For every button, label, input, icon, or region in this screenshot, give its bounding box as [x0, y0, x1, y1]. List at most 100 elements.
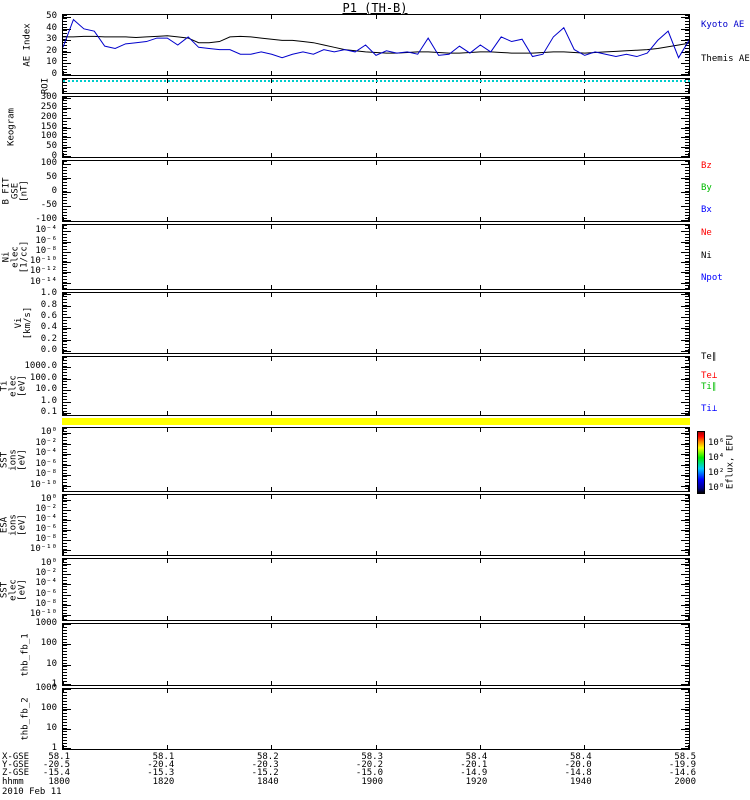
x-major-tick: [271, 97, 272, 101]
y-tick-label: 1.0: [40, 288, 57, 299]
y-major-tick: [681, 454, 689, 455]
y-tick-label: 1000: [35, 683, 57, 693]
spectrogram-strip: [62, 418, 690, 425]
panel-fb1: [62, 623, 690, 686]
ylabel-ti: Ti elec [eV]: [0, 375, 28, 397]
ylabel-fb1: thb_fb_1: [20, 632, 31, 677]
x-major-tick: [167, 487, 168, 491]
y-major-tick: [681, 156, 689, 157]
y-major-tick: [63, 729, 71, 730]
x-major-tick: [688, 495, 689, 499]
xaxis-value: 1840: [256, 777, 279, 787]
y-tick-label: 100: [40, 703, 57, 713]
y-major-tick: [681, 351, 689, 352]
x-major-tick: [688, 357, 689, 361]
y-major-tick: [63, 605, 71, 606]
y-major-tick: [63, 595, 71, 596]
y-major-tick: [681, 164, 689, 165]
page-title: P1 (TH-B): [342, 1, 408, 15]
y-major-tick: [681, 465, 689, 466]
y-major-tick: [63, 98, 71, 99]
y-major-tick: [63, 137, 71, 138]
x-major-tick: [688, 161, 689, 165]
y-major-tick: [681, 510, 689, 511]
panel-roi: [62, 78, 690, 94]
x-major-tick: [271, 428, 272, 432]
xaxis-value: 1940: [569, 777, 592, 787]
x-major-tick: [688, 97, 689, 101]
x-major-tick: [584, 89, 585, 93]
y-major-tick: [681, 402, 689, 403]
y-major-tick: [681, 367, 689, 368]
y-major-tick: [63, 486, 71, 487]
xaxis-date: 2010 Feb 11: [2, 787, 62, 797]
y-major-tick: [681, 231, 689, 232]
x-major-tick: [584, 97, 585, 101]
x-major-tick: [167, 357, 168, 361]
x-major-tick: [688, 616, 689, 620]
x-major-tick: [480, 97, 481, 101]
xaxis-value: -15.2: [251, 768, 279, 778]
y-major-tick: [63, 262, 71, 263]
y-major-tick: [63, 684, 71, 685]
y-major-tick: [681, 108, 689, 109]
y-major-tick: [63, 164, 71, 165]
x-major-tick: [688, 285, 689, 289]
y-tick-label: 50: [46, 141, 57, 152]
legend-kyoto-ae: Kyoto AE: [701, 20, 745, 31]
x-major-tick: [271, 217, 272, 221]
y-major-tick: [681, 605, 689, 606]
x-major-tick: [63, 89, 64, 93]
y-major-tick: [681, 390, 689, 391]
x-major-tick: [480, 15, 481, 19]
y-major-tick: [63, 709, 71, 710]
x-major-tick: [167, 349, 168, 353]
y-major-tick: [681, 272, 689, 273]
x-major-tick: [480, 428, 481, 432]
y-tick-label: 10⁻⁶: [35, 588, 57, 599]
xaxis-row-label-hhmm: hhmm: [2, 777, 24, 787]
legend-ti-: Ti⊥: [701, 403, 718, 414]
y-minor-ticks-left: [63, 559, 67, 620]
y-major-tick: [63, 40, 71, 41]
y-tick-label: 10⁻¹⁰: [29, 609, 57, 620]
x-major-tick: [480, 495, 481, 499]
x-major-tick: [167, 285, 168, 289]
y-tick-label: 10⁻¹⁰: [29, 256, 57, 267]
y-major-tick: [681, 294, 689, 295]
xaxis-value: -20.5: [42, 760, 70, 770]
y-major-tick: [681, 178, 689, 179]
xaxis-row-label-y-gse: Y-GSE: [2, 760, 30, 770]
y-tick-label: 10: [46, 57, 57, 68]
y-major-tick: [63, 206, 71, 207]
y-tick-label: 200: [40, 111, 57, 122]
legend-te-: Te⊥: [701, 370, 718, 381]
x-major-tick: [271, 616, 272, 620]
x-major-tick: [376, 487, 377, 491]
y-minor-ticks-left: [63, 689, 67, 749]
x-major-tick: [376, 153, 377, 157]
colorbar-tick-label: 10⁰: [708, 482, 725, 493]
panel-fb2: [62, 688, 690, 750]
y-minor-ticks-left: [63, 495, 67, 555]
y-minor-ticks-right: [685, 689, 689, 749]
x-major-tick: [688, 293, 689, 297]
series-themis-ae: [63, 36, 689, 53]
x-major-tick: [584, 428, 585, 432]
xaxis-value: 58.2: [256, 752, 279, 762]
y-tick-label: 1000.0: [24, 361, 57, 372]
y-major-tick: [63, 624, 71, 625]
x-major-tick: [584, 15, 585, 19]
x-major-tick: [63, 428, 64, 432]
y-tick-label: 10⁻⁴: [35, 513, 57, 524]
x-major-tick: [63, 357, 64, 361]
xaxis-value: -14.9: [460, 768, 488, 778]
y-tick-label: 10⁻⁴: [35, 448, 57, 459]
y-major-tick: [63, 379, 71, 380]
x-major-tick: [688, 153, 689, 157]
y-major-tick: [63, 390, 71, 391]
y-tick-label: 300: [40, 92, 57, 103]
y-major-tick: [681, 564, 689, 565]
y-tick-label: 100: [40, 638, 57, 649]
xaxis-value: 58.1: [152, 752, 175, 762]
